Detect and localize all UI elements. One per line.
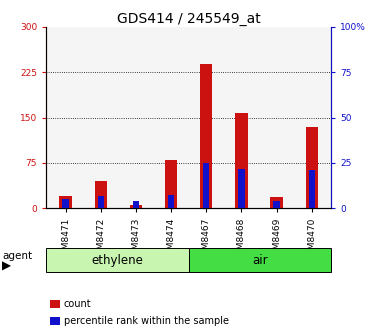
Bar xyxy=(238,169,244,208)
Text: ▶: ▶ xyxy=(2,260,11,272)
Text: agent: agent xyxy=(2,251,32,261)
Text: percentile rank within the sample: percentile rank within the sample xyxy=(64,316,229,326)
Bar xyxy=(273,201,280,208)
Bar xyxy=(97,196,104,208)
Title: GDS414 / 245549_at: GDS414 / 245549_at xyxy=(117,12,261,26)
Bar xyxy=(203,163,209,208)
Text: count: count xyxy=(64,299,91,309)
Bar xyxy=(168,195,174,208)
Bar xyxy=(59,196,72,208)
Bar xyxy=(62,199,69,208)
Text: air: air xyxy=(252,254,268,266)
Bar xyxy=(130,205,142,208)
Bar xyxy=(95,181,107,208)
Bar xyxy=(165,160,177,208)
Bar xyxy=(306,127,318,208)
Text: ethylene: ethylene xyxy=(92,254,143,266)
Bar xyxy=(133,201,139,208)
Bar xyxy=(200,65,213,208)
Bar xyxy=(235,113,248,208)
Bar xyxy=(270,198,283,208)
Bar xyxy=(309,170,315,208)
